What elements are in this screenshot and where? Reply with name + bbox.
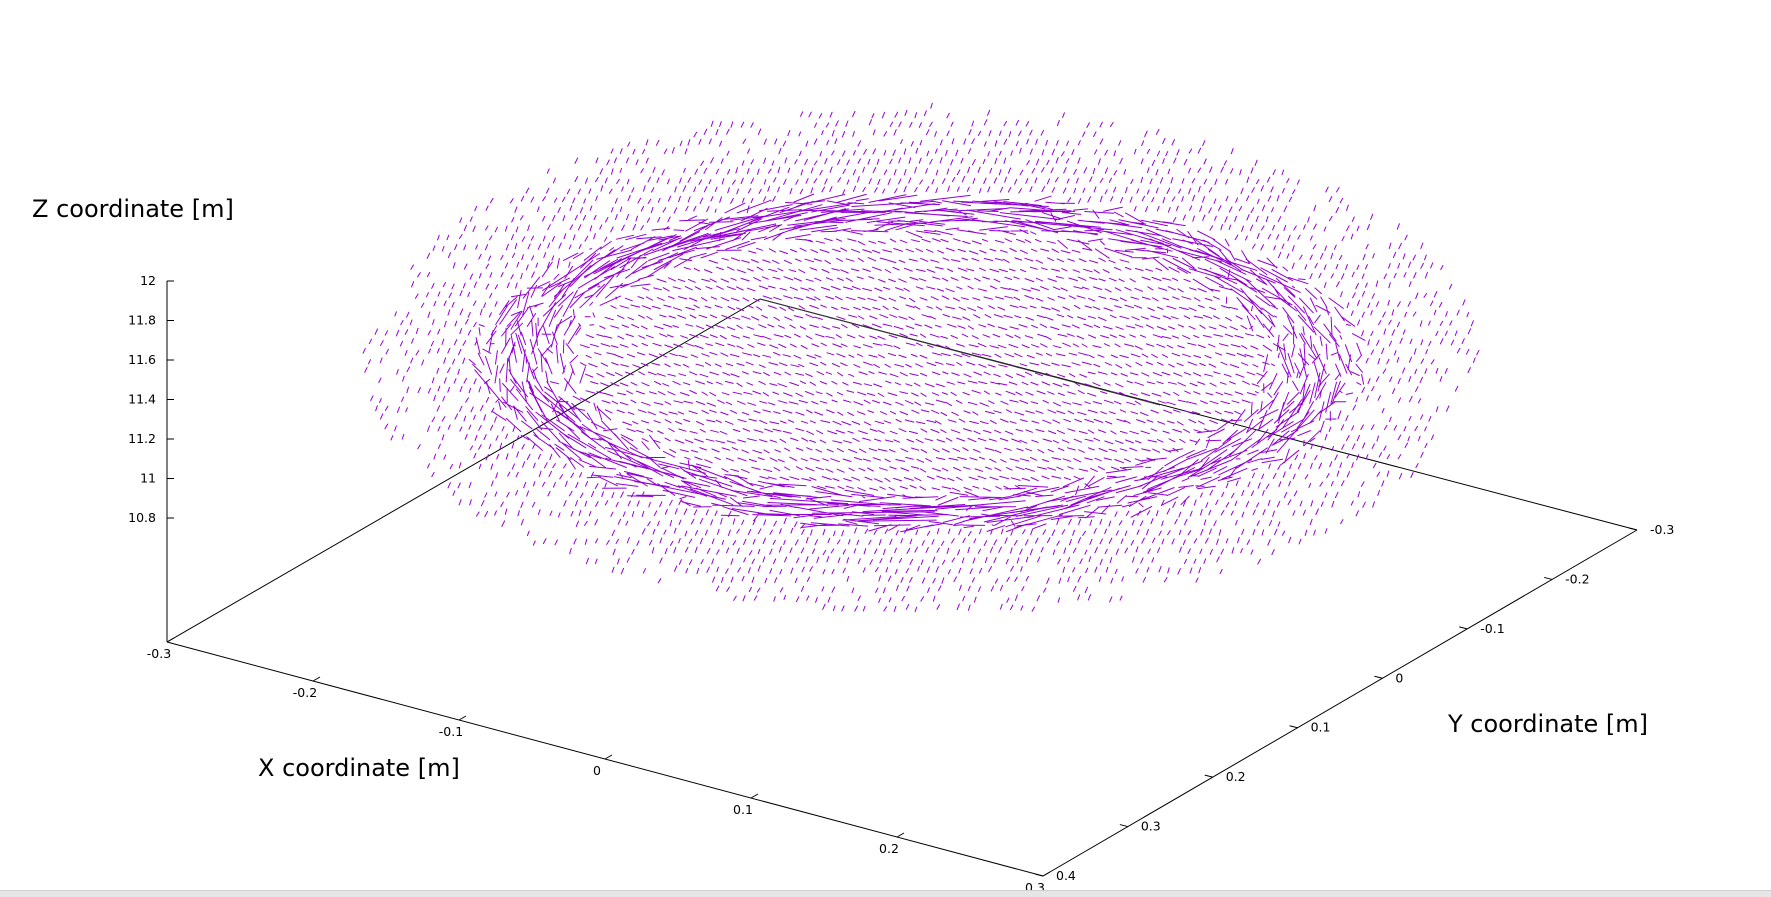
z-tick-label: 11.4 <box>128 392 156 407</box>
y-tick-mark <box>1289 725 1298 729</box>
z-tick-label: 12 <box>140 273 156 288</box>
x-tick-mark <box>166 637 175 643</box>
back-x-axis-line <box>166 298 761 643</box>
z-tick-label: 11.8 <box>128 313 156 328</box>
y-tick-label: 0 <box>1395 670 1403 685</box>
x-tick-label: 0.3 <box>1025 880 1045 890</box>
y-tick-mark <box>1544 576 1553 580</box>
z-tick-label: 11.6 <box>128 352 156 367</box>
z-tick-label: 11.2 <box>128 431 156 446</box>
y-tick-mark <box>1204 774 1213 778</box>
y-tick-label: 0.1 <box>1311 720 1331 735</box>
x-tick-label: 0.2 <box>879 841 899 856</box>
y-tick-mark <box>1374 675 1383 679</box>
y-tick-label: 0.3 <box>1141 819 1161 834</box>
y-axis-line <box>1042 529 1638 877</box>
x-tick-mark <box>750 793 759 799</box>
x-tick-label: 0 <box>593 763 601 778</box>
x-axis-title: X coordinate [m] <box>258 754 460 782</box>
y-tick-mark <box>1119 824 1128 828</box>
interior-axis-line <box>759 298 1161 406</box>
x-tick-label: -0.3 <box>147 646 171 661</box>
vector-field <box>362 102 1480 613</box>
x-tick-mark <box>312 676 321 682</box>
y-tick-label: 0.4 <box>1056 868 1076 883</box>
x-tick-mark <box>896 832 905 838</box>
x-tick-mark <box>1042 871 1051 877</box>
vector-arrows <box>362 102 1480 613</box>
window-bottom-bar <box>0 890 1771 897</box>
z-tick-label: 11 <box>140 471 156 486</box>
y-tick-label: -0.2 <box>1565 571 1589 586</box>
y-tick-mark <box>1628 527 1638 531</box>
y-tick-label: 0.2 <box>1226 769 1246 784</box>
y-tick-mark <box>1459 626 1468 630</box>
z-tick-label: 10.8 <box>128 510 156 525</box>
y-tick-label: -0.3 <box>1650 522 1674 537</box>
axis-ticks: 12 11.8 11.6 11.4 11.2 11 10.8 -0.3 -0.2 -0.1 0 0.1… <box>128 273 1674 890</box>
x-tick-label: -0.1 <box>439 724 463 739</box>
x-tick-label: -0.2 <box>293 685 317 700</box>
x-tick-mark <box>604 754 613 760</box>
y-tick-mark <box>1034 873 1044 877</box>
x-tick-mark <box>458 715 467 721</box>
y-tick-label: -0.1 <box>1480 621 1504 636</box>
x-tick-label: 0.1 <box>733 802 753 817</box>
z-axis-title: Z coordinate [m] <box>32 195 234 223</box>
y-axis-title: Y coordinate [m] <box>1447 710 1648 738</box>
ring-streaks <box>474 200 1341 522</box>
